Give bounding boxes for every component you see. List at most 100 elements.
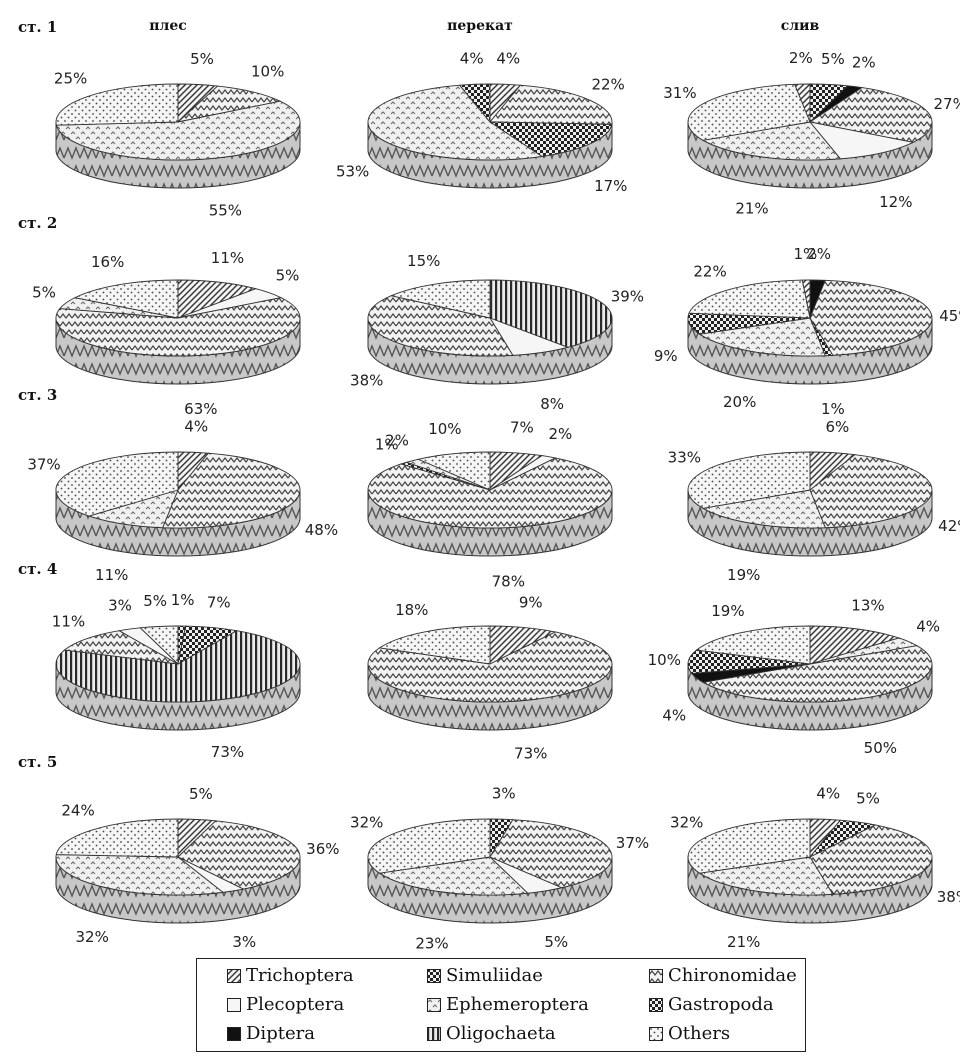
pie-slice [55,100,301,161]
legend-item: Chironomidae [649,965,797,986]
pie-slice [367,295,514,357]
pie-chart: 2% 45% 1% 20% 9% 22% 1% [654,245,960,418]
data-label: 1% [794,245,818,263]
data-label: 32% [350,814,383,832]
row-label: ст. 5 [18,753,57,771]
legend-item: Trichoptera [227,965,354,986]
data-label: 2% [385,432,409,450]
pie-slice [416,451,491,491]
legend-label: Plecoptera [246,994,345,1015]
column-header: слив [781,18,820,34]
pie-slice [808,121,915,160]
pie-slice [801,279,811,319]
data-label: 39% [611,287,644,305]
data-label: 50% [864,739,897,757]
pie-slice [698,317,826,357]
data-label: 22% [693,262,726,280]
pie-chart: 5% 10% 55% 25% [54,50,301,220]
legend-item: Ephemeroptera [427,994,589,1015]
pie-slice [367,818,491,874]
pie-slice [687,649,811,674]
pie-slice [378,625,491,665]
data-label: 5% [276,267,300,285]
data-label: 4% [460,50,484,68]
data-label: 2% [548,425,572,443]
pie-slice [809,454,933,529]
pie-slice [687,451,811,509]
pie-chart: 39% 8% 38% 15% [350,252,644,413]
column-header: перекат [447,18,513,34]
pie-slice [367,457,613,529]
legend-label: Others [668,1023,731,1044]
pie-slice [55,854,225,896]
data-label: 3% [492,784,516,802]
legend-swatch [649,968,663,983]
data-label: 48% [305,521,338,539]
pie-slice [488,121,613,157]
pie-slice [73,279,179,319]
data-label: 4% [496,50,520,68]
data-label: 37% [27,456,60,474]
data-label: 13% [851,596,884,614]
data-label: 4% [916,617,940,635]
data-label: 5% [821,50,845,68]
data-label: 5% [143,592,167,610]
data-label: 25% [54,70,87,88]
pie-slice [162,452,301,529]
row-label: ст. 2 [18,214,57,232]
legend-swatch [427,968,441,983]
data-label: 4% [662,707,686,725]
data-label: 4% [816,785,840,803]
data-label: 11% [52,613,85,631]
legend-item: Gastropoda [649,994,774,1015]
legend-swatch [649,997,663,1012]
data-label: 19% [711,602,744,620]
data-label: 2% [807,245,831,263]
data-label: 32% [670,814,703,832]
data-label: 12% [879,193,912,211]
pie-chart: 11% 5% 63% 5% 16% [32,249,301,418]
data-label: 24% [61,801,94,819]
legend: Trichoptera Simuliidae Chironomidae Plecopt… [196,958,806,1052]
pie-chart: 3% 37% 5% 23% 32% [350,784,649,952]
data-label: 8% [540,395,564,413]
data-label: 42% [938,517,960,535]
pie-slice [489,279,613,348]
data-label: 15% [407,252,440,270]
pie-slice [695,625,811,665]
data-label: 3% [108,596,132,614]
legend-swatch [427,1026,441,1041]
pie-slice [177,279,258,319]
data-label: 5% [544,933,568,951]
legend-label: Simuliidae [446,965,543,986]
pie-slice [489,84,613,125]
data-label: 38% [350,371,383,389]
data-label: 20% [723,393,756,411]
row-label: ст. 4 [18,560,57,578]
legend-label: Gastropoda [668,994,774,1015]
legend-label: Oligochaeta [446,1023,556,1044]
pie-slice [489,819,613,889]
legend-swatch [227,968,241,983]
legend-swatch [227,1026,241,1041]
data-label: 7% [207,594,231,612]
data-label: 36% [306,840,339,858]
legend-label: Chironomidae [668,965,797,986]
legend-label: Diptera [246,1023,315,1044]
pie-chart: 4% 5% 38% 21% 32% [670,785,960,952]
pie-chart: 7% 2%78%1%2%10% [367,419,613,590]
pie-chart: 9% 73% 18% [367,594,613,762]
data-label: 5% [189,785,213,803]
data-label: 18% [395,601,428,619]
data-label: 38% [937,888,960,906]
pie-slice [701,645,933,703]
pie-slice [809,824,933,895]
data-label: 16% [91,253,124,271]
data-label: 23% [415,935,448,953]
data-label: 7% [510,419,534,437]
data-label: 32% [76,928,109,946]
data-label: 1% [171,591,195,609]
data-label: 78% [492,572,525,590]
pie-slice [809,625,901,665]
